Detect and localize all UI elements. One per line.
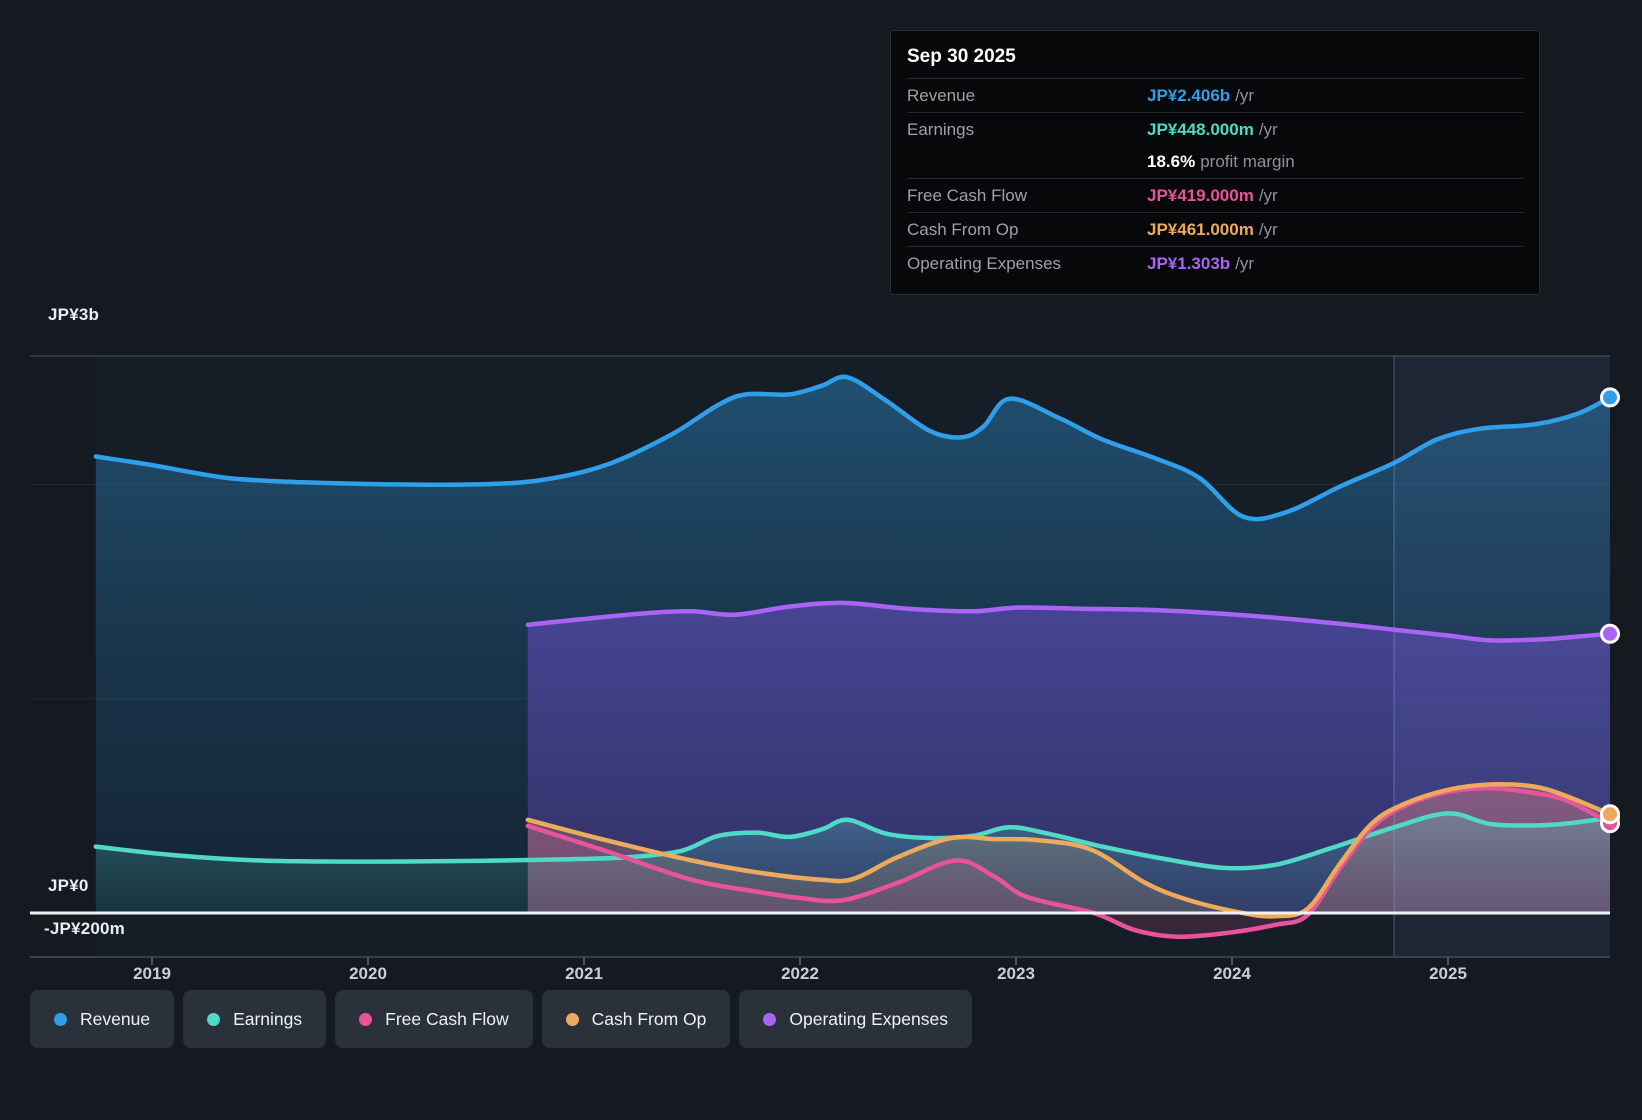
earnings-value: JP¥448.000m: [1147, 119, 1254, 139]
operating-expenses-value: JP¥1.303b: [1147, 253, 1231, 273]
cash-from-op-dot-icon: [565, 1012, 579, 1026]
profit-margin-value: 18.6%: [1147, 152, 1196, 171]
legend-item-earnings[interactable]: Earnings: [183, 990, 327, 1048]
chart-legend: Revenue Earnings Free Cash Flow Cash Fro…: [30, 990, 972, 1048]
legend-item-revenue[interactable]: Revenue: [30, 990, 175, 1048]
revenue-value: JP¥2.406b: [1147, 85, 1231, 105]
revenue-dot-icon: [54, 1012, 67, 1026]
tooltip-date: Sep 30 2025: [907, 46, 1016, 67]
free-cash-flow-dot-icon: [359, 1012, 373, 1026]
tooltip-row-earnings: Earnings JP¥448.000m/yr: [907, 112, 1523, 146]
operating-expenses-dot-icon: [763, 1012, 777, 1026]
x-tick-2023: 2023: [997, 964, 1035, 983]
earnings-dot-icon: [207, 1012, 221, 1026]
date-tooltip: Sep 30 2025 Revenue JP¥2.406b/yr Earning…: [890, 30, 1540, 295]
legend-item-operating-expenses[interactable]: Operating Expenses: [739, 990, 972, 1048]
x-tick-2024: 2024: [1213, 964, 1251, 983]
tooltip-row-free-cash-flow: Free Cash Flow JP¥419.000m/yr: [907, 178, 1523, 212]
x-tick-2025: 2025: [1429, 964, 1467, 983]
tooltip-row-revenue: Revenue JP¥2.406b/yr: [907, 78, 1523, 112]
x-tick-2021: 2021: [565, 964, 603, 983]
tooltip-row-operating-expenses: Operating Expenses JP¥1.303b/yr: [907, 246, 1523, 280]
x-tick-2020: 2020: [349, 964, 387, 983]
x-tick-2022: 2022: [781, 964, 819, 983]
x-tick-2019: 2019: [133, 964, 171, 983]
tooltip-row-cash-from-op: Cash From Op JP¥461.000m/yr: [907, 212, 1523, 246]
tooltip-row-profit-margin: 18.6% profit margin: [1147, 152, 1295, 171]
free-cash-flow-value: JP¥419.000m: [1147, 185, 1254, 205]
cash-from-op-value: JP¥461.000m: [1147, 219, 1254, 239]
legend-item-cash-from-op[interactable]: Cash From Op: [541, 990, 731, 1048]
y-axis-label-neg200m: -JP¥200m: [44, 919, 125, 938]
y-axis-label-zero: JP¥0: [48, 876, 89, 895]
legend-item-free-cash-flow[interactable]: Free Cash Flow: [335, 990, 533, 1048]
y-axis-label-3b: JP¥3b: [48, 305, 100, 324]
